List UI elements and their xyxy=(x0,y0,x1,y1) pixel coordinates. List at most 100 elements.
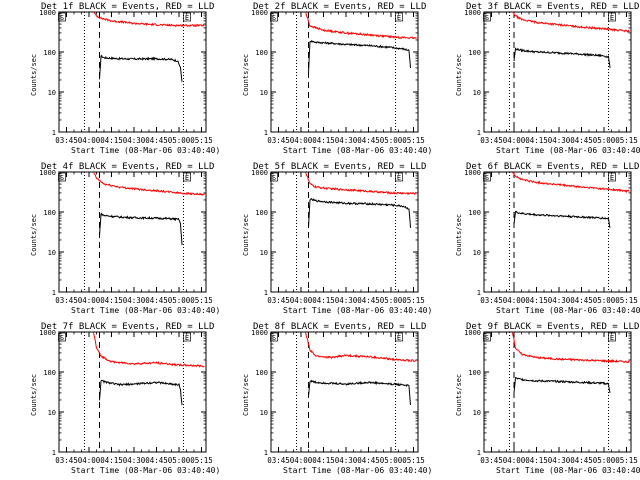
y-tick-label: 1 xyxy=(477,289,481,297)
x-tick-label: 03:45 xyxy=(267,136,290,145)
y-tick-label: 100 xyxy=(43,209,56,217)
y-tick-label: 1000 xyxy=(39,9,56,17)
y-tick-label: 10 xyxy=(260,89,268,97)
end-marker-box xyxy=(608,332,616,342)
end-marker-box xyxy=(395,172,403,182)
y-tick-label: 10 xyxy=(473,89,481,97)
y-tick-label: 1000 xyxy=(464,329,481,337)
x-tick-label: 05:15 xyxy=(190,136,213,145)
end-marker-box xyxy=(395,332,403,342)
x-tick-label: 04:30 xyxy=(548,296,571,305)
start-marker: S xyxy=(60,14,64,22)
x-tick-label: 04:45 xyxy=(145,296,168,305)
x-tick-label: 04:30 xyxy=(123,296,146,305)
x-tick-label: 05:15 xyxy=(402,456,425,465)
start-marker: S xyxy=(272,334,276,342)
start-marker: S xyxy=(485,334,489,342)
x-tick-label: 04:15 xyxy=(100,296,123,305)
plot-area: 1 10 100 1000 03:45 04:00 04:15 04:30 04:45 05:00… xyxy=(251,169,425,305)
plot-area: 1 10 100 1000 03:45 04:00 04:15 04:30 04:45 05:00… xyxy=(39,9,213,145)
end-marker: E xyxy=(610,14,614,22)
lld-series-line xyxy=(93,11,205,28)
axes-frame xyxy=(58,171,207,293)
events-series-line xyxy=(513,210,611,229)
x-tick-label: 05:00 xyxy=(380,296,403,305)
y-tick-label: 100 xyxy=(255,369,268,377)
panel-title: Det 8f BLACK = Events, RED = LLD xyxy=(253,322,427,332)
x-tick-label: 04:45 xyxy=(570,296,593,305)
plot-area: 1 10 100 1000 03:45 04:00 04:15 04:30 04:45 05:00… xyxy=(39,329,213,465)
start-marker-box xyxy=(58,12,66,22)
x-tick-label: 04:15 xyxy=(100,136,123,145)
axes-frame xyxy=(483,331,632,453)
x-axis-label: Start Time (08-Mar-06 03:40:40) xyxy=(496,466,640,475)
x-tick-label: 03:45 xyxy=(480,456,503,465)
detector-panel: Det 7f BLACK = Events, RED = LLD Counts/s… xyxy=(10,322,220,480)
start-marker: S xyxy=(485,14,489,22)
lld-series-line xyxy=(93,171,205,196)
lld-series-line xyxy=(305,172,417,195)
end-marker-box xyxy=(608,12,616,22)
y-tick-label: 1000 xyxy=(464,169,481,177)
x-axis-label: Start Time (08-Mar-06 03:40:40) xyxy=(71,146,221,155)
x-tick-label: 04:30 xyxy=(123,136,146,145)
x-tick-label: 03:45 xyxy=(55,296,78,305)
end-marker: E xyxy=(397,334,401,342)
y-tick-label: 10 xyxy=(473,249,481,257)
start-marker: S xyxy=(272,174,276,182)
lld-series-line xyxy=(512,332,630,364)
detector-panel: Det 9f BLACK = Events, RED = LLD Counts/s… xyxy=(435,322,640,480)
end-marker: E xyxy=(610,334,614,342)
x-tick-label: 05:15 xyxy=(615,136,638,145)
x-axis-label: Start Time (08-Mar-06 03:40:40) xyxy=(71,306,221,315)
end-marker-box xyxy=(183,12,191,22)
end-marker-box xyxy=(183,332,191,342)
events-series-line xyxy=(99,212,183,246)
x-tick-label: 05:00 xyxy=(593,136,616,145)
y-tick-label: 1000 xyxy=(251,9,268,17)
y-tick-label: 1 xyxy=(264,289,268,297)
x-tick-label: 03:45 xyxy=(267,296,290,305)
start-marker: S xyxy=(60,334,64,342)
x-tick-label: 05:15 xyxy=(402,296,425,305)
events-series-line xyxy=(99,54,183,82)
lld-series-line xyxy=(512,171,630,194)
panel-title: Det 1f BLACK = Events, RED = LLD xyxy=(41,2,215,12)
x-tick-label: 04:30 xyxy=(335,296,358,305)
y-tick-label: 10 xyxy=(260,249,268,257)
y-tick-label: 1 xyxy=(52,449,56,457)
end-marker: E xyxy=(397,174,401,182)
y-tick-label: 10 xyxy=(260,409,268,417)
axes-frame xyxy=(270,11,419,133)
end-marker: E xyxy=(185,334,189,342)
axes-frame xyxy=(483,11,632,133)
x-tick-label: 04:15 xyxy=(525,136,548,145)
start-marker: S xyxy=(272,14,276,22)
y-tick-label: 1 xyxy=(264,449,268,457)
x-tick-label: 04:15 xyxy=(525,296,548,305)
y-tick-label: 1000 xyxy=(39,329,56,337)
lld-series-line xyxy=(512,11,630,33)
panel-title: Det 9f BLACK = Events, RED = LLD xyxy=(466,322,640,332)
y-tick-label: 1 xyxy=(264,129,268,137)
x-tick-label: 04:45 xyxy=(570,136,593,145)
start-marker-box xyxy=(58,172,66,182)
end-marker-box xyxy=(395,12,403,22)
y-tick-label: 100 xyxy=(43,369,56,377)
start-marker-box xyxy=(483,332,491,342)
events-series-line xyxy=(308,197,411,228)
y-tick-label: 1000 xyxy=(251,169,268,177)
x-tick-label: 03:45 xyxy=(267,456,290,465)
axes-frame xyxy=(270,171,419,293)
x-tick-label: 05:00 xyxy=(168,456,191,465)
x-tick-label: 03:45 xyxy=(55,136,78,145)
x-tick-label: 04:00 xyxy=(290,296,313,305)
x-tick-label: 04:00 xyxy=(290,456,313,465)
events-series-line xyxy=(513,47,611,68)
detector-panel: Det 5f BLACK = Events, RED = LLD Counts/s… xyxy=(222,162,432,320)
x-tick-label: 05:00 xyxy=(168,136,191,145)
x-tick-label: 03:45 xyxy=(480,296,503,305)
x-tick-label: 04:00 xyxy=(78,456,101,465)
events-series-line xyxy=(308,39,411,74)
x-tick-label: 04:00 xyxy=(290,136,313,145)
